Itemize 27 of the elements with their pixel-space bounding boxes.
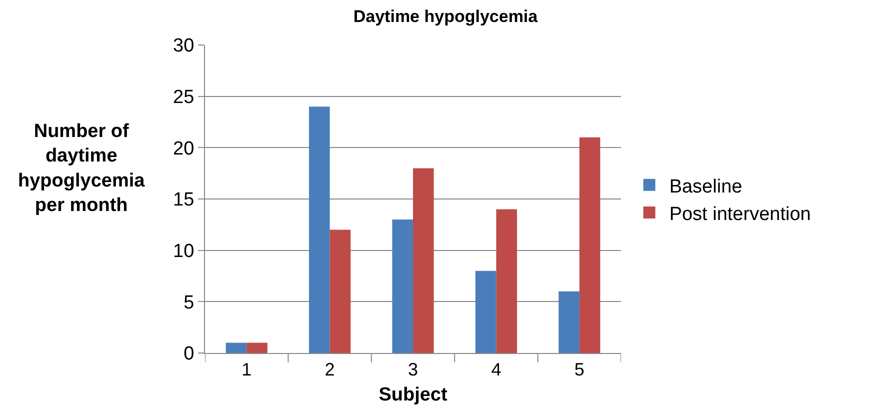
bar [579, 137, 600, 353]
legend-label: Post intervention [669, 204, 811, 225]
legend-label: Baseline [669, 176, 742, 198]
bar [413, 168, 434, 353]
y-tick-label: 0 [184, 344, 194, 365]
chart-title: Daytime hypoglycemia [353, 7, 538, 26]
x-tick-label: 4 [491, 360, 502, 380]
x-tick-label: 5 [574, 360, 584, 380]
bar [392, 220, 413, 353]
y-tick-label: 5 [184, 292, 194, 314]
y-tick-label: 15 [173, 190, 194, 211]
bar [246, 342, 268, 353]
bar [496, 209, 517, 353]
bar [475, 270, 496, 353]
x-tick-label: 1 [242, 360, 252, 380]
x-tick-label: 2 [324, 360, 335, 380]
bar [309, 106, 330, 353]
x-tick-label: 3 [408, 360, 418, 380]
x-axis-title: Subject [378, 384, 448, 406]
bar [330, 230, 351, 353]
y-tick-label: 10 [173, 240, 194, 262]
bar [226, 342, 247, 353]
bar [558, 291, 580, 353]
y-tick-label: 20 [173, 138, 194, 160]
y-axis-title: Number of daytime hypoglycemia per month [18, 121, 146, 216]
y-tick-label: 30 [173, 36, 194, 57]
y-tick-label: 25 [173, 86, 194, 108]
